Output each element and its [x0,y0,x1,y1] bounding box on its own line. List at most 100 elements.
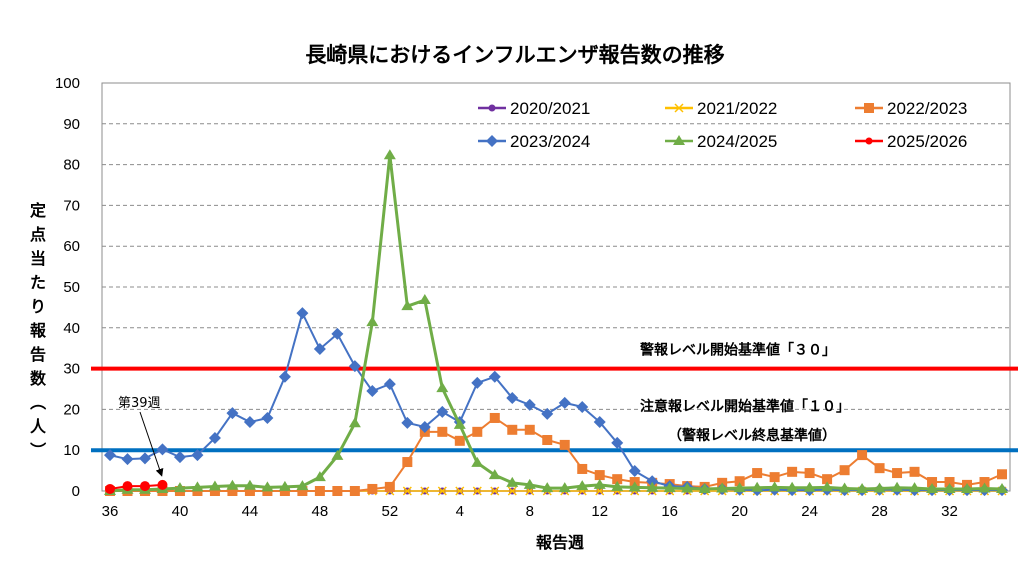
y-axis-ticks: 0 10 20 30 40 50 60 70 80 90 100 [55,75,80,500]
y-label-char: 数 [30,369,47,388]
data-point [313,343,326,356]
data-point [226,407,239,420]
data-point [279,486,290,496]
y-tick-label: 90 [63,116,80,133]
y-label-char: り [30,297,46,316]
data-point [558,482,571,493]
data-point [384,481,395,492]
data-point [803,481,816,492]
x-tick-label: 36 [102,503,119,520]
data-point [857,450,868,461]
data-point [418,420,431,433]
callout-arrow [139,411,164,477]
data-point [787,466,798,477]
data-point [873,482,886,493]
data-point [367,483,378,494]
data-point [490,486,500,496]
data-point [611,480,624,491]
data-point [297,486,308,496]
x-axis-ticks: 36 40 44 48 52 4 8 12 16 20 24 28 32 [102,503,958,520]
data-point [663,482,676,493]
data-point [331,327,344,340]
data-point [278,480,291,491]
x-tick-label: 8 [526,503,534,520]
data-point [402,457,413,468]
series-2025-2026 [105,479,168,494]
x-tick-label: 28 [871,503,888,520]
data-point [173,451,186,464]
series-2023-2024 [104,307,1008,497]
data-point [996,482,1008,493]
data-point [874,463,885,474]
data-point [523,398,536,411]
data-point [908,482,921,493]
data-point [313,471,326,482]
data-point [366,316,379,327]
data-point [436,382,449,393]
x-tick-label: 24 [801,503,818,520]
y-label-char: 告 [30,345,46,364]
data-point [191,449,204,462]
data-point [611,436,624,449]
data-point [593,478,606,489]
data-point [314,486,325,496]
y-label-char: た [30,273,46,292]
data-point [332,486,343,496]
y-label-char: 点 [30,225,46,244]
data-point [891,481,904,492]
data-point [506,476,519,487]
data-point [209,486,220,496]
data-point [139,481,150,492]
data-point [507,486,517,496]
data-point [296,480,309,491]
data-point [157,479,168,490]
data-point [628,481,641,492]
legend-item: 2020/2021 [478,99,590,118]
data-point [559,439,570,450]
data-point [681,482,694,493]
series-line [109,310,1002,492]
data-point [734,476,745,487]
y-tick-label: 20 [63,401,80,418]
data-point [488,469,501,480]
data-point [944,477,955,488]
data-point [278,370,291,383]
data-point [997,469,1007,480]
data-point [191,481,204,492]
data-point [296,307,309,320]
data-point [541,407,554,420]
y-tick-label: 40 [63,320,80,337]
y-tick-label: 60 [63,238,80,255]
chart-title: 長崎県におけるインフルエンザ報告数の推移 [305,43,724,67]
data-point [558,396,571,409]
data-point [577,463,588,474]
data-point [471,376,484,389]
legend-label: 2020/2021 [510,99,590,118]
data-point [104,449,116,462]
data-point [261,411,274,424]
data-point [243,416,256,429]
data-point [488,370,501,383]
legend-label: 2021/2022 [697,99,777,118]
x-tick-label: 32 [941,503,958,520]
data-point [489,412,500,423]
legend-label: 2022/2023 [887,99,967,118]
data-point [472,426,483,437]
y-label-char: ） [28,442,47,458]
series-line [109,483,163,490]
data-point [752,468,763,479]
data-point [961,482,974,493]
data-point [454,435,465,446]
data-point [348,360,361,373]
data-point [926,482,939,493]
data-point [227,486,238,496]
data-point [349,486,360,496]
data-point [698,482,711,493]
data-point [437,426,448,437]
data-point [646,481,659,492]
data-point [839,465,850,476]
data-point [927,477,938,488]
gridlines [102,123,1010,451]
